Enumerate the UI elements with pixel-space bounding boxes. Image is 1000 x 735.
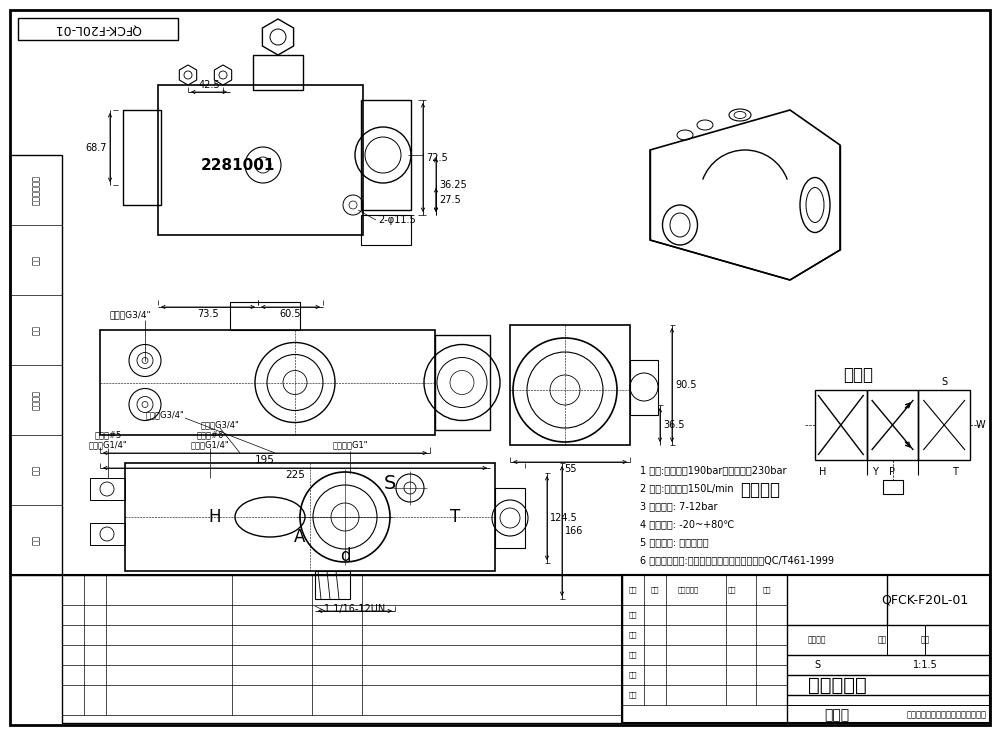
Text: Y: Y — [872, 467, 878, 477]
Bar — [230, 302, 300, 330]
Text: 回油口G3/4": 回油口G3/4" — [146, 411, 184, 420]
Bar — [630, 360, 658, 415]
Text: 签字: 签字 — [728, 587, 736, 593]
Text: 166: 166 — [565, 526, 583, 536]
Text: 36.25: 36.25 — [439, 180, 467, 190]
Text: QFCK-F20L-01: QFCK-F20L-01 — [881, 593, 969, 606]
Text: 领图: 领图 — [32, 255, 40, 265]
Text: 72.5: 72.5 — [426, 152, 448, 162]
Bar — [361, 100, 411, 210]
Bar — [125, 463, 495, 571]
Text: A: A — [294, 528, 306, 546]
Text: 图样图号: 图样图号 — [32, 390, 40, 410]
Text: 工艺: 工艺 — [629, 672, 637, 678]
Text: H: H — [819, 467, 827, 477]
Text: 制图: 制图 — [629, 631, 637, 638]
Text: 73.5: 73.5 — [197, 309, 219, 319]
Text: d: d — [340, 547, 350, 565]
Text: 管道用件符号: 管道用件符号 — [32, 175, 40, 205]
Text: 排气口#5: 排气口#5 — [94, 431, 122, 440]
Text: 图样标记: 图样标记 — [808, 636, 826, 645]
Text: 进气口G1/4": 进气口G1/4" — [89, 440, 127, 450]
Text: 1:1.5: 1:1.5 — [913, 660, 937, 670]
Text: 重量: 重量 — [877, 636, 887, 645]
Text: 标记: 标记 — [629, 587, 637, 593]
Text: 55: 55 — [564, 464, 576, 474]
Text: 日期: 日期 — [763, 587, 771, 593]
Text: 4 工作温度: -20~+80℃: 4 工作温度: -20~+80℃ — [640, 519, 734, 529]
Text: 排气口#6: 排气口#6 — [196, 431, 224, 440]
Bar — [918, 390, 970, 460]
Text: T: T — [952, 467, 957, 477]
Text: QFCK-F20L-01: QFCK-F20L-01 — [54, 23, 142, 35]
Text: S: S — [941, 377, 947, 387]
Text: 3 控制气压: 7-12bar: 3 控制气压: 7-12bar — [640, 501, 718, 511]
Text: S: S — [814, 660, 820, 670]
Text: 原理图: 原理图 — [843, 366, 873, 384]
Bar — [815, 390, 867, 460]
Text: 设计: 设计 — [629, 612, 637, 618]
Bar — [100, 330, 435, 435]
Text: 比例: 比例 — [920, 636, 930, 645]
Text: 1 1/16-12UN: 1 1/16-12UN — [324, 604, 386, 614]
Text: 2281001: 2281001 — [201, 157, 275, 173]
Text: 68.7: 68.7 — [86, 143, 107, 152]
Text: 油缸接口G1": 油缸接口G1" — [332, 440, 368, 450]
Text: 签字: 签字 — [32, 465, 40, 475]
Text: 液压换向阀: 液压换向阀 — [808, 675, 866, 695]
Bar — [361, 215, 411, 245]
Text: 2-φ11.5: 2-φ11.5 — [378, 215, 416, 225]
Text: 组合件: 组合件 — [824, 708, 850, 722]
Text: 批准: 批准 — [629, 692, 637, 698]
Bar — [622, 575, 990, 723]
Text: 6 产品执行标准:《汽车山车换向阀技术条件》QC/T461-1999: 6 产品执行标准:《汽车山车换向阀技术条件》QC/T461-1999 — [640, 555, 834, 565]
Bar — [867, 390, 918, 460]
Text: 42.5: 42.5 — [198, 80, 220, 90]
Text: 常州市武进安圿液压件制造有限公司: 常州市武进安圿液压件制造有限公司 — [907, 711, 987, 720]
Text: T: T — [450, 508, 460, 526]
Text: 124.5: 124.5 — [550, 513, 578, 523]
Bar — [495, 488, 525, 548]
Text: 2 流量:最大流量150L/min: 2 流量:最大流量150L/min — [640, 483, 734, 493]
Text: 日期: 日期 — [32, 535, 40, 545]
Text: 校对: 校对 — [32, 325, 40, 335]
Bar — [435, 335, 490, 430]
Bar — [158, 85, 363, 235]
Text: 90.5: 90.5 — [675, 380, 696, 390]
Text: W: W — [976, 420, 986, 430]
Bar — [62, 575, 622, 723]
Text: 审核: 审核 — [629, 652, 637, 659]
Text: 60.5: 60.5 — [280, 309, 301, 319]
Text: H: H — [209, 508, 221, 526]
Bar — [90, 478, 125, 500]
Text: 225: 225 — [285, 470, 305, 480]
Bar — [18, 18, 178, 40]
Text: 1 压力:额定压力190bar，最大压力230bar: 1 压力:额定压力190bar，最大压力230bar — [640, 465, 786, 475]
Bar — [883, 480, 902, 494]
Bar — [315, 571, 350, 599]
Bar — [90, 523, 125, 545]
Text: 195: 195 — [255, 455, 275, 465]
Text: 进油口G3/4": 进油口G3/4" — [201, 420, 239, 429]
Text: 5 工作介质: 抗磨液压油: 5 工作介质: 抗磨液压油 — [640, 537, 709, 547]
Bar — [510, 325, 630, 445]
Bar — [253, 55, 303, 90]
Text: P: P — [890, 467, 896, 477]
Text: 进气口G1/4": 进气口G1/4" — [191, 440, 229, 450]
Text: 数量: 数量 — [651, 587, 659, 593]
Text: 进油口G3/4": 进油口G3/4" — [109, 310, 151, 320]
Text: 27.5: 27.5 — [439, 195, 461, 205]
Text: 36.5: 36.5 — [663, 420, 684, 430]
Bar — [123, 110, 161, 205]
Text: 技术参数: 技术参数 — [740, 481, 780, 499]
Bar — [10, 155, 62, 575]
Text: 更改文件号: 更改文件号 — [677, 587, 699, 593]
Text: S: S — [384, 473, 396, 492]
